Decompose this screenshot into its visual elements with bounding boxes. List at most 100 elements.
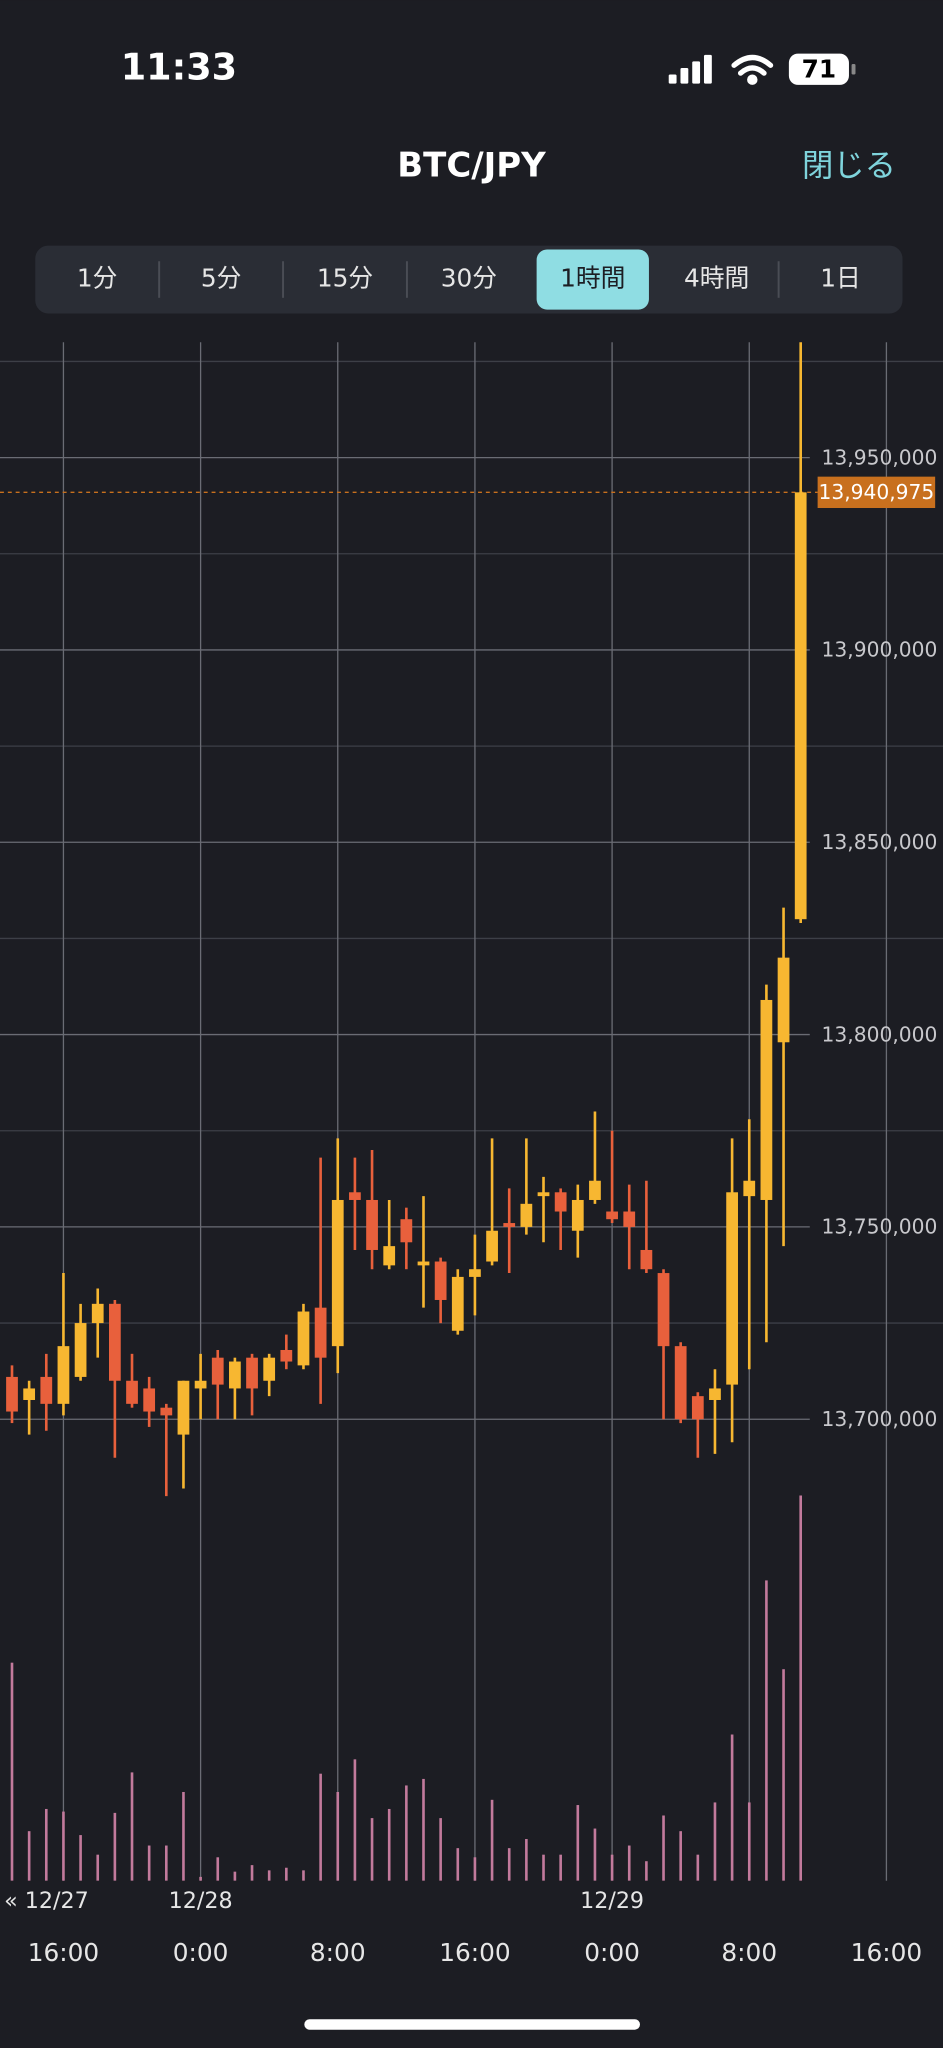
volume-bar <box>713 1802 717 1881</box>
candle-body <box>640 1249 653 1270</box>
volume-bar <box>62 1811 65 1881</box>
volume-bar <box>319 1773 322 1881</box>
candles <box>6 342 807 1497</box>
date-label: 12/28 <box>169 1888 233 1914</box>
volume-bar <box>490 1799 494 1881</box>
volume-bar <box>576 1805 580 1881</box>
timeframe-option[interactable]: 4時間 <box>684 264 749 293</box>
volume-bar <box>747 1802 751 1881</box>
volume-bar <box>799 1495 802 1881</box>
title: BTC/JPY <box>397 146 546 186</box>
candle-body <box>57 1346 70 1404</box>
volume-bar <box>422 1778 425 1881</box>
candle-body <box>726 1192 738 1385</box>
x-tick-label: 0:00 <box>584 1938 640 1967</box>
candle-body <box>6 1376 18 1412</box>
candle-body <box>229 1361 241 1389</box>
candle-body <box>554 1192 567 1212</box>
timeframe-option[interactable]: 1日 <box>820 264 861 293</box>
candle-body <box>691 1396 704 1420</box>
volume-bar <box>336 1791 340 1881</box>
candle-body <box>760 999 773 1200</box>
candle-body <box>469 1269 481 1277</box>
volume-bar <box>216 1857 220 1881</box>
timeframe-bar <box>35 245 903 314</box>
volume-bar <box>250 1865 254 1881</box>
candle-body <box>589 1180 601 1200</box>
wifi-icon <box>731 54 774 85</box>
candle-body <box>537 1192 550 1197</box>
volume-bar <box>645 1861 648 1881</box>
volume-bar <box>165 1845 168 1881</box>
clock: 11:33 <box>121 46 237 89</box>
candle-body <box>743 1180 756 1197</box>
date-label: 12/29 <box>580 1888 644 1914</box>
candle-body <box>91 1303 104 1324</box>
y-tick-label: 13,900,000 <box>822 638 938 662</box>
candle-body <box>108 1303 121 1381</box>
x-tick-label: 8:00 <box>310 1938 366 1967</box>
timeframe-option[interactable]: 1分 <box>77 264 118 293</box>
volume-bar <box>525 1839 528 1881</box>
volume-bar <box>285 1867 288 1881</box>
battery-tip <box>851 64 856 75</box>
candle-body <box>503 1223 516 1227</box>
y-tick-label: 13,950,000 <box>822 445 938 469</box>
candle-body <box>263 1357 276 1381</box>
candle-body <box>434 1261 447 1300</box>
timeframe-option[interactable]: 1時間 <box>560 264 625 293</box>
candle-body <box>160 1407 173 1416</box>
volume-bar <box>730 1734 734 1881</box>
axis-labels: 13,700,000 13,750,000 13,800,000 13,850,000… <box>4 445 937 1967</box>
volume-bar <box>679 1831 682 1881</box>
volume-bar <box>782 1669 785 1881</box>
candle-body <box>314 1307 327 1358</box>
battery-icon <box>788 53 849 85</box>
candle-body <box>657 1273 670 1347</box>
candle-body <box>606 1211 618 1220</box>
x-tick-label: 8:00 <box>721 1938 777 1967</box>
candle-body <box>211 1357 224 1385</box>
timeframe-option[interactable]: 5分 <box>201 264 242 293</box>
candle-body <box>126 1380 138 1404</box>
last-price-tag <box>817 476 936 508</box>
candle-body <box>451 1276 464 1331</box>
volume-bar <box>610 1854 614 1881</box>
close-button[interactable]: 閉じる <box>802 148 896 184</box>
x-tick-label: 0:00 <box>173 1938 229 1967</box>
y-tick-label: 13,700,000 <box>822 1407 938 1431</box>
volume-bar <box>130 1772 134 1881</box>
y-tick-label: 13,800,000 <box>822 1022 938 1046</box>
volume-group <box>10 1495 802 1881</box>
y-tick-label: 13,850,000 <box>822 830 938 854</box>
volume-bar <box>267 1870 271 1881</box>
candle-body <box>143 1388 156 1412</box>
volume-bar <box>27 1831 31 1881</box>
candle-body <box>486 1230 498 1262</box>
grid <box>0 342 943 1881</box>
volume-bar <box>456 1848 460 1881</box>
candle-body <box>194 1380 207 1389</box>
volume-bar <box>370 1818 374 1881</box>
volume-bar <box>79 1835 82 1881</box>
candle-body <box>297 1311 310 1366</box>
x-tick-label: 16:00 <box>28 1938 99 1967</box>
volume-bar <box>199 1876 202 1881</box>
volume-bar <box>147 1845 151 1881</box>
candle-body <box>571 1199 584 1231</box>
volume-bar <box>233 1871 237 1881</box>
candle-body <box>623 1211 636 1227</box>
volume-bar <box>593 1828 597 1881</box>
candle-body <box>417 1261 430 1266</box>
volume-bar <box>662 1815 665 1881</box>
volume-bar <box>473 1857 477 1881</box>
timeframe-selected <box>536 249 649 310</box>
timeframe-option[interactable]: 30分 <box>441 264 497 293</box>
volume-bar <box>542 1854 545 1881</box>
home-indicator <box>304 2019 640 2030</box>
timeframe-option[interactable]: 15分 <box>317 264 373 293</box>
candle-body <box>74 1323 87 1377</box>
x-tick-label: 16:00 <box>851 1938 922 1967</box>
candle-body <box>23 1388 36 1400</box>
